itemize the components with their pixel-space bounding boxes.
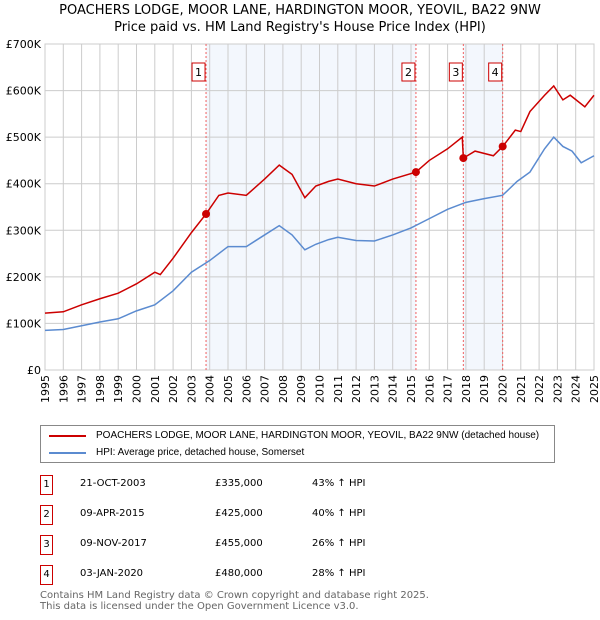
legend-swatch-hpi [49, 451, 86, 454]
sale-price: £335,000 [215, 478, 263, 489]
y-tick-label: £200K [6, 271, 42, 284]
x-tick-label: 2016 [423, 375, 436, 403]
sale-date: 09-APR-2015 [80, 508, 145, 519]
footer-line-1: Contains HM Land Registry data © Crown c… [40, 590, 429, 601]
legend-label-hpi: HPI: Average price, detached house, Some… [96, 447, 305, 458]
y-tick-label: £100K [6, 317, 42, 330]
chart-title: POACHERS LODGE, MOOR LANE, HARDINGTON MO… [59, 3, 541, 18]
sale-point [459, 154, 468, 163]
x-tick-label: 2018 [460, 375, 473, 403]
footer: Contains HM Land Registry data © Crown c… [40, 590, 429, 612]
x-tick-label: 2013 [368, 375, 381, 403]
sale-marker-box [488, 62, 503, 82]
x-tick-label: 2001 [149, 375, 162, 403]
x-tick-label: 2024 [570, 375, 583, 403]
sale-date: 21-OCT-2003 [80, 478, 146, 489]
sale-marker-box [191, 62, 206, 82]
x-tick-label: 1995 [39, 375, 52, 403]
y-tick-label: £400K [6, 178, 42, 191]
sale-marker-box [401, 62, 416, 82]
x-tick-label: 2021 [515, 375, 528, 403]
x-tick-label: 2007 [259, 375, 272, 403]
x-tick-label: 1999 [112, 375, 125, 403]
x-tick-label: 2017 [442, 375, 455, 403]
x-tick-label: 2008 [277, 375, 290, 403]
plot-border [44, 43, 595, 371]
x-tick-label: 1998 [94, 375, 107, 403]
y-tick-label: £500K [6, 131, 42, 144]
shaded-period [206, 44, 416, 370]
sale-marker-label: 3 [452, 66, 459, 79]
sale-point [498, 142, 507, 151]
x-tick-label: 2006 [240, 375, 253, 403]
sale-marker-label: 4 [40, 565, 53, 585]
sale-hpi: 26% ↑ HPI [312, 538, 366, 549]
legend: POACHERS LODGE, MOOR LANE, HARDINGTON MO… [40, 425, 555, 463]
x-tick-label: 2019 [478, 375, 491, 403]
x-tick-label: 2005 [222, 375, 235, 403]
sale-hpi: 40% ↑ HPI [312, 508, 366, 519]
x-tick-label: 2003 [185, 375, 198, 403]
chart-subtitle: Price paid vs. HM Land Registry's House … [114, 20, 486, 35]
x-tick-label: 2004 [204, 375, 217, 403]
x-tick-label: 2002 [167, 375, 180, 403]
series-line [44, 84, 595, 314]
x-tick-label: 2020 [497, 375, 510, 403]
plot-area: 1995 1996 1997 1998 1999 2000 2001 2002 2003 2004… [6, 38, 600, 403]
sale-marker-label: 1 [40, 475, 53, 495]
x-tick-label: 2011 [332, 375, 345, 403]
legend-swatch-property [49, 434, 86, 437]
y-tick-label: £300K [6, 224, 42, 237]
sale-hpi: 43% ↑ HPI [312, 478, 366, 489]
y-tick-label: £600K [6, 85, 42, 98]
sale-date: 03-JAN-2020 [80, 568, 144, 579]
sale-point [411, 168, 420, 177]
series-line [44, 136, 595, 332]
sale-marker-box [448, 62, 463, 82]
x-tick-label: 2022 [533, 375, 546, 403]
sale-marker-label: 4 [492, 66, 499, 79]
shaded-period [463, 44, 503, 370]
x-tick-label: 2012 [350, 375, 363, 403]
x-tick-label: 2015 [405, 375, 418, 403]
sale-marker-label: 2 [405, 66, 412, 79]
sale-hpi: 28% ↑ HPI [312, 568, 366, 579]
x-tick-label: 2010 [314, 375, 327, 403]
sale-marker-label: 1 [195, 66, 202, 79]
sale-date: 09-NOV-2017 [80, 538, 147, 549]
sale-marker-label: 2 [40, 505, 53, 525]
footer-line-2: This data is licensed under the Open Gov… [40, 601, 359, 612]
x-tick-label: 2025 [588, 375, 600, 403]
sale-price: £455,000 [215, 538, 263, 549]
sale-marker-label: 3 [40, 535, 53, 555]
x-tick-label: 2000 [131, 375, 144, 403]
x-tick-label: 1996 [57, 375, 70, 403]
sale-point [202, 209, 211, 218]
x-tick-label: 2023 [551, 375, 564, 403]
x-tick-label: 2009 [295, 375, 308, 403]
sale-price: £425,000 [215, 508, 263, 519]
legend-label-property: POACHERS LODGE, MOOR LANE, HARDINGTON MO… [96, 430, 540, 441]
x-tick-label: 1997 [76, 375, 89, 403]
sale-price: £480,000 [215, 568, 263, 579]
x-tick-label: 2014 [387, 375, 400, 403]
y-tick-label: £0 [27, 364, 41, 377]
y-tick-label: £700K [6, 38, 42, 51]
